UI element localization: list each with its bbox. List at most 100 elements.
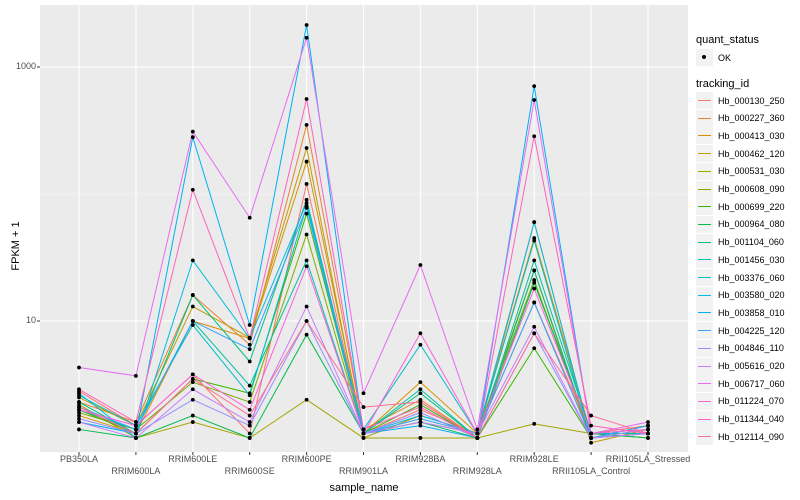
data-point bbox=[304, 319, 309, 323]
legend-label: Hb_004225_120 bbox=[718, 325, 785, 336]
data-point bbox=[190, 135, 195, 140]
legend-label: Hb_000413_030 bbox=[718, 130, 785, 141]
legend-label: Hb_005616_020 bbox=[718, 361, 785, 371]
x-axis-title: sample_name bbox=[329, 482, 399, 494]
data-point bbox=[304, 182, 309, 186]
line-key-icon bbox=[696, 215, 713, 233]
shape-legend-title: quant_status bbox=[696, 34, 759, 46]
data-point bbox=[418, 420, 423, 424]
data-point bbox=[532, 346, 537, 351]
data-point bbox=[304, 232, 309, 237]
legend-label: Hb_000699_220 bbox=[718, 201, 785, 212]
line-key-icon bbox=[696, 304, 713, 322]
data-point bbox=[247, 215, 252, 220]
data-point bbox=[247, 393, 252, 398]
data-point bbox=[190, 372, 195, 377]
legend-label: Hb_001104_060 bbox=[718, 237, 784, 248]
data-point bbox=[646, 423, 650, 428]
data-point bbox=[304, 201, 309, 205]
y-tick-label: 10 bbox=[25, 315, 36, 325]
x-tick-label: RRII105LA_Control bbox=[552, 466, 631, 476]
legend-item: Hb_011344_040 bbox=[696, 410, 784, 428]
data-point bbox=[361, 405, 366, 409]
data-point bbox=[304, 23, 309, 27]
data-point bbox=[589, 431, 593, 436]
data-point bbox=[190, 387, 195, 392]
data-point bbox=[77, 405, 81, 409]
data-point bbox=[77, 413, 81, 418]
data-point bbox=[77, 365, 81, 370]
data-point bbox=[134, 420, 138, 424]
data-point bbox=[418, 436, 423, 440]
line-key-icon bbox=[696, 92, 713, 109]
legend-item: Hb_000130_250 bbox=[696, 92, 785, 109]
data-point bbox=[589, 423, 593, 428]
data-point bbox=[589, 436, 593, 440]
data-point bbox=[190, 258, 195, 263]
legend-item: Hb_001104_060 bbox=[696, 233, 784, 251]
data-point bbox=[247, 423, 252, 428]
data-point bbox=[418, 331, 423, 336]
data-point bbox=[190, 319, 195, 323]
x-tick-label: RRIM600SE bbox=[224, 466, 275, 476]
legend-item: Hb_000699_220 bbox=[696, 198, 785, 216]
data-point bbox=[646, 427, 650, 432]
data-point bbox=[532, 238, 537, 243]
y-axis-title: FPKM + 1 bbox=[10, 221, 22, 271]
x-tick-label: RRIM600LA bbox=[111, 466, 161, 476]
line-key-icon bbox=[696, 233, 713, 251]
data-point bbox=[304, 97, 309, 101]
legend-label: Hb_000608_090 bbox=[718, 184, 785, 194]
data-point bbox=[532, 331, 537, 336]
data-point bbox=[247, 383, 252, 388]
data-point bbox=[532, 300, 537, 305]
data-point bbox=[304, 258, 309, 263]
legend-label: Hb_004846_110 bbox=[718, 343, 784, 354]
line-key-icon bbox=[696, 162, 713, 180]
data-point bbox=[304, 304, 309, 309]
x-tick-label: RRIM928LE bbox=[509, 454, 559, 464]
x-tick-label: RRIM600PE bbox=[281, 454, 332, 464]
data-point bbox=[418, 405, 423, 409]
data-point bbox=[190, 380, 195, 385]
x-tick-label: RRIM928BA bbox=[395, 454, 446, 464]
data-point bbox=[589, 413, 593, 418]
legend-item: Hb_000608_090 bbox=[696, 180, 785, 198]
data-point bbox=[190, 293, 195, 297]
data-point bbox=[190, 397, 195, 402]
data-point bbox=[77, 391, 81, 396]
data-point bbox=[134, 431, 138, 436]
data-point bbox=[247, 336, 252, 341]
data-point bbox=[532, 220, 537, 225]
line-key-icon bbox=[696, 339, 713, 357]
data-point bbox=[247, 400, 252, 404]
data-point bbox=[190, 377, 195, 381]
legend-label: Hb_003858_010 bbox=[718, 307, 785, 318]
legend-item: Hb_006717_060 bbox=[696, 375, 785, 393]
data-point bbox=[418, 407, 423, 412]
legend-item: Hb_004225_120 bbox=[696, 322, 785, 340]
data-point bbox=[247, 413, 252, 418]
data-point bbox=[475, 427, 480, 432]
data-point bbox=[361, 436, 366, 440]
legend-label: Hb_000227_360 bbox=[718, 113, 785, 124]
data-point bbox=[304, 159, 309, 164]
data-point bbox=[646, 436, 650, 440]
data-point bbox=[247, 407, 252, 412]
legend-item: Hb_001456_030 bbox=[696, 251, 785, 269]
data-point bbox=[475, 431, 480, 436]
y-tick-label: 1000 bbox=[15, 61, 36, 71]
data-point bbox=[532, 258, 537, 263]
data-point bbox=[418, 416, 423, 421]
data-point bbox=[532, 278, 537, 282]
line-key-icon bbox=[696, 357, 713, 375]
color-legend-title: tracking_id bbox=[696, 78, 750, 90]
data-point bbox=[418, 342, 423, 347]
legend-item: Hb_012114_090 bbox=[696, 428, 784, 446]
legend-item: Hb_011224_070 bbox=[696, 392, 784, 410]
data-point bbox=[589, 440, 593, 445]
legend-label: Hb_006717_060 bbox=[718, 378, 785, 389]
legend-label: Hb_011224_070 bbox=[718, 396, 784, 407]
data-point bbox=[304, 397, 309, 402]
data-point bbox=[532, 84, 537, 89]
